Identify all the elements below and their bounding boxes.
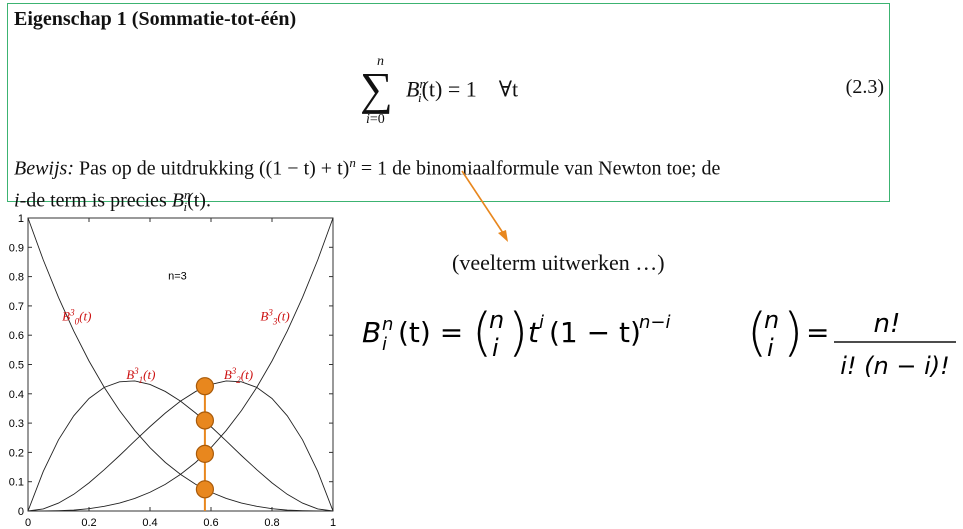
marker-point-3 xyxy=(195,444,214,463)
y-tick-label: 0.7 xyxy=(9,301,24,313)
formula-binom2-bottom: i xyxy=(767,334,774,362)
x-tick-label: 0 xyxy=(25,517,31,529)
svg-text:): ) xyxy=(508,303,528,363)
series-line-3 xyxy=(27,217,334,512)
y-tick-label: 0.5 xyxy=(9,360,24,372)
formula-paren: (1 − t) xyxy=(549,316,641,349)
marker-point-0 xyxy=(195,480,214,499)
y-tick-label: 0.1 xyxy=(9,477,24,489)
bernstein-chart: 0 0.2 0.4 0.6 0.8 1 0 0.1 0.2 0.3 0.4 0.5 0.6 0.7 0.8 0… xyxy=(9,213,336,529)
summation-equation: n ∑ i=0 Bni(t) = 1 ∀t (2.3) xyxy=(360,54,884,127)
formula-t-super: i xyxy=(539,312,544,333)
formula-lhs-sub: i xyxy=(382,334,387,355)
x-tick-label: 0.6 xyxy=(203,517,218,529)
y-tick-label: 0.6 xyxy=(9,330,24,342)
annotation-note: (veelterm uitwerken …) xyxy=(452,250,665,275)
formula-frac-num: n! xyxy=(874,309,901,339)
plot-frame xyxy=(27,217,334,512)
y-tick-label: 0.9 xyxy=(9,242,24,254)
property-box: Eigenschap 1 (Sommatie-tot-één) n ∑ i=0 … xyxy=(7,3,890,214)
series-label-1: B31(t) xyxy=(126,366,155,385)
svg-text:(: ( xyxy=(747,303,767,363)
x-tick-label: 1 xyxy=(330,517,336,529)
formula-binom2-top: n xyxy=(764,306,779,334)
formula-binom-top: n xyxy=(489,306,504,334)
series-line-2 xyxy=(27,380,334,512)
y-tick-label: 0.8 xyxy=(9,272,24,284)
sum-lower-limit: i=0 xyxy=(366,112,385,127)
x-tick-label: 0.4 xyxy=(142,517,157,529)
proof-label: Bewijs: xyxy=(14,157,74,180)
series-label-2: B32(t) xyxy=(224,366,253,385)
y-tick-label: 0.2 xyxy=(9,447,24,459)
marker-point-2 xyxy=(195,377,214,396)
equation-number: (2.3) xyxy=(845,76,884,98)
formula-lhs-super: n xyxy=(382,314,393,335)
equation-body: Bni(t) = 1 ∀t xyxy=(406,76,519,105)
series-label-0: B30(t) xyxy=(62,308,91,327)
property-title: Eigenschap 1 (Sommatie-tot-één) xyxy=(14,8,297,30)
y-tick-label: 1 xyxy=(18,213,24,225)
y-tick-label: 0.3 xyxy=(9,418,24,430)
x-tick-label: 0.8 xyxy=(264,517,279,529)
y-tick-label: 0.4 xyxy=(9,389,24,401)
y-tick-label: 0 xyxy=(18,506,24,518)
marker-point-1 xyxy=(195,411,214,430)
sum-upper-limit: n xyxy=(377,54,384,69)
formula-t: t xyxy=(528,316,540,349)
x-tick-label: 0.2 xyxy=(81,517,96,529)
formula-equals: = xyxy=(806,316,829,349)
formula-lhs-arg: (t) = xyxy=(398,316,463,349)
formula-paren-super: n−i xyxy=(639,312,671,333)
bernstein-formula: B n i (t) = ( n i ) t i (1 − t) n−i ( n … xyxy=(362,303,956,380)
formula-frac-den: i! (n − i)! xyxy=(840,352,950,380)
sum-symbol: ∑ xyxy=(360,63,393,114)
series-line-0 xyxy=(27,217,334,512)
chart-title: n=3 xyxy=(168,271,187,283)
formula-binom-bottom: i xyxy=(492,334,499,362)
proof-text: Bewijs: Pas op de uitdrukking ((1 − t) +… xyxy=(14,155,721,215)
formula-lhs: B xyxy=(362,316,381,349)
series-line-1 xyxy=(27,380,334,512)
svg-text:(: ( xyxy=(472,303,492,363)
series-label-3: B33(t) xyxy=(260,308,289,327)
svg-text:): ) xyxy=(783,303,803,363)
